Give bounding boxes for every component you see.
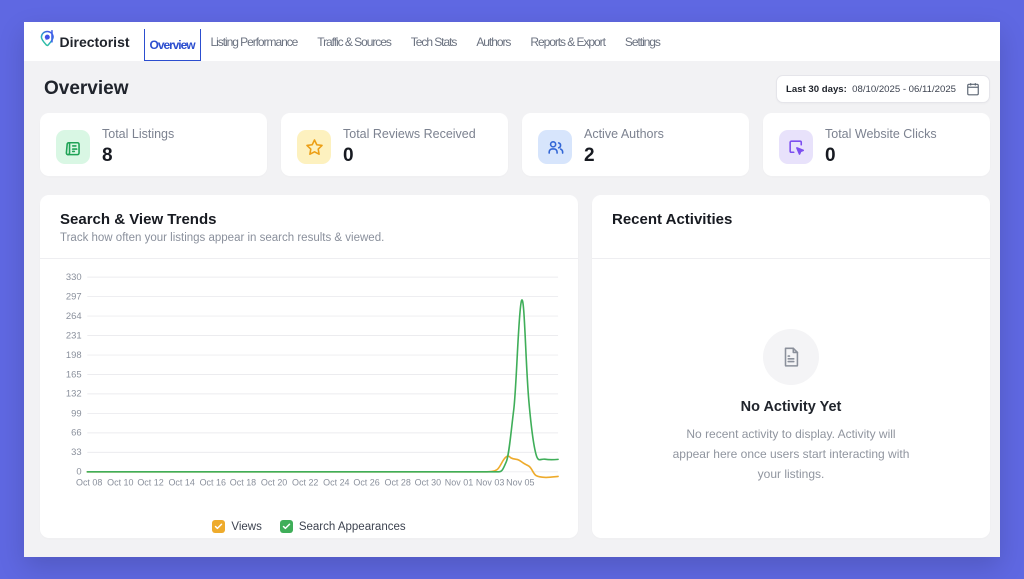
svg-text:Oct 10: Oct 10 — [107, 477, 133, 487]
svg-text:264: 264 — [66, 310, 82, 321]
svg-text:Nov 03: Nov 03 — [476, 477, 504, 487]
svg-text:Oct 22: Oct 22 — [292, 477, 318, 487]
svg-text:165: 165 — [66, 368, 82, 379]
svg-text:Nov 05: Nov 05 — [506, 477, 534, 487]
svg-text:Oct 12: Oct 12 — [137, 477, 163, 487]
svg-text:Oct 18: Oct 18 — [230, 477, 256, 487]
svg-text:Oct 14: Oct 14 — [168, 477, 194, 487]
svg-text:Oct 16: Oct 16 — [200, 477, 226, 487]
svg-text:Nov 01: Nov 01 — [445, 477, 473, 487]
svg-text:66: 66 — [71, 427, 81, 438]
svg-text:Oct 30: Oct 30 — [415, 477, 441, 487]
svg-text:198: 198 — [66, 349, 82, 360]
svg-text:330: 330 — [66, 271, 82, 282]
svg-text:99: 99 — [71, 407, 81, 418]
svg-text:Oct 28: Oct 28 — [384, 477, 410, 487]
svg-text:33: 33 — [71, 446, 81, 457]
svg-text:Oct 08: Oct 08 — [76, 477, 102, 487]
svg-text:297: 297 — [66, 290, 82, 301]
svg-text:231: 231 — [66, 329, 82, 340]
svg-text:0: 0 — [76, 466, 81, 477]
svg-text:Oct 26: Oct 26 — [353, 477, 379, 487]
svg-text:132: 132 — [66, 388, 82, 399]
svg-text:Oct 20: Oct 20 — [261, 477, 287, 487]
svg-text:Oct 24: Oct 24 — [323, 477, 349, 487]
